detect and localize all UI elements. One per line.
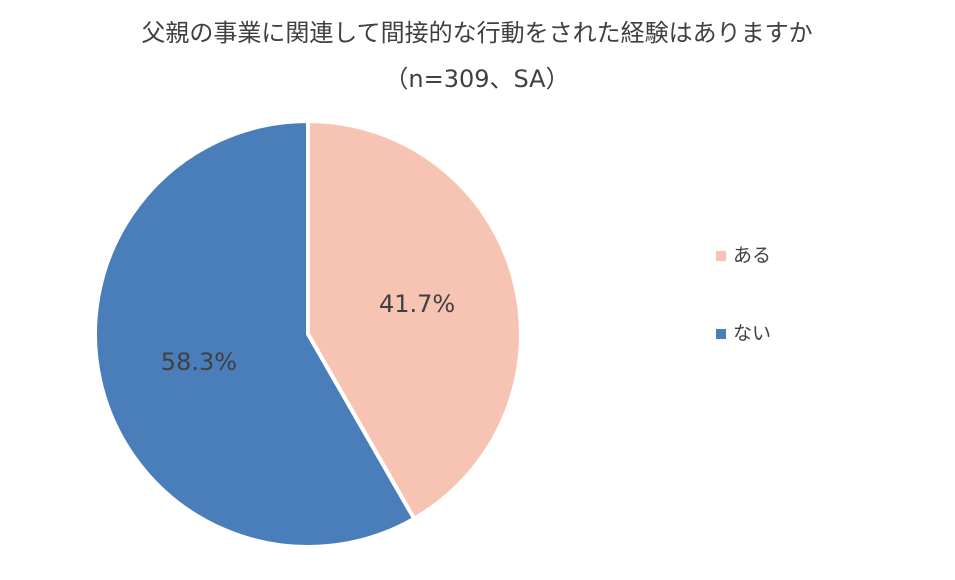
legend-swatch [716, 329, 726, 339]
legend-label: ない [733, 323, 771, 345]
chart-title: 父親の事業に関連して間接的な行動をされた経験はありますか [141, 19, 812, 47]
legend-swatch [716, 251, 726, 261]
pie-slice [93, 119, 417, 549]
data-label: 41.7% [379, 290, 455, 318]
legend-label: ある [733, 245, 771, 267]
data-label: 58.3% [161, 348, 237, 376]
pie-slice [306, 119, 523, 521]
chart-subtitle: （n=309、SA） [384, 65, 569, 93]
